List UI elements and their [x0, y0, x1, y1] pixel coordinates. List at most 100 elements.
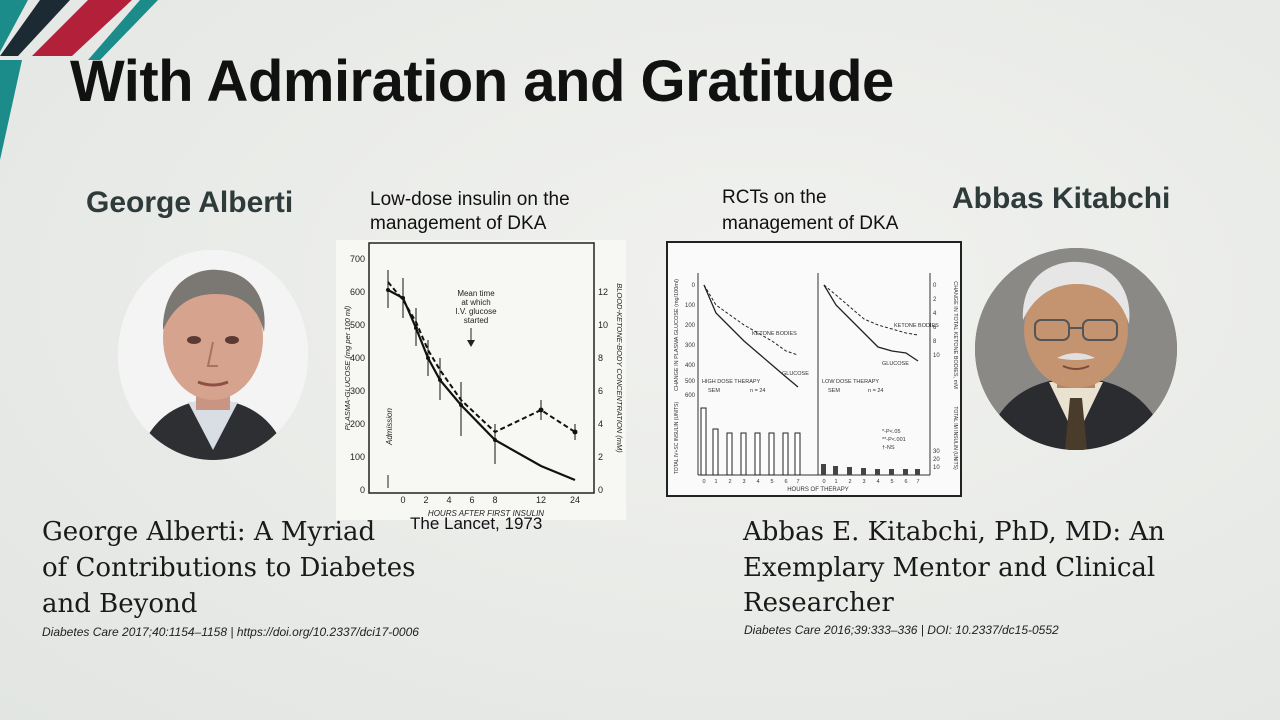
- rct-y-right-label: CHANGE IN TOTAL KETONE BODIES, mM: [952, 281, 958, 389]
- lc-yr-tick: 4: [598, 419, 603, 429]
- rct-x-tick: 1: [714, 479, 717, 485]
- rct-bar-tick: 30: [933, 449, 940, 455]
- lc-x-tick: 2: [423, 495, 428, 505]
- right-chart-caption-line1: RCTs on the: [722, 187, 827, 208]
- lc-yr-tick: 2: [598, 452, 603, 462]
- lc-yl-tick: 100: [350, 452, 365, 462]
- rct-x-tick: 3: [862, 479, 865, 485]
- right-pub-title-line3: Researcher: [743, 588, 894, 618]
- rct-ketone-label: KETONE BODIES: [752, 331, 797, 337]
- left-chart-caption-line2: management of DKA: [370, 213, 547, 234]
- rct-y-left-bottom-label: TOTAL IV+SC INSULIN (UNITS): [674, 402, 680, 475]
- left-pub-title-line1: George Alberti: A Myriad: [42, 517, 376, 547]
- lc-yl-tick: 700: [350, 254, 365, 264]
- lc-x-tick: 8: [492, 495, 497, 505]
- rct-n-label: n = 24: [868, 388, 883, 394]
- rct-x-tick: 6: [784, 479, 787, 485]
- rct-x-tick: 1: [834, 479, 837, 485]
- rct-yr-tick: 2: [933, 297, 937, 303]
- rct-yl-tick: 600: [685, 393, 696, 399]
- lc-yl-tick: 500: [350, 320, 365, 330]
- rct-yl-tick: 500: [685, 379, 696, 385]
- lc-x-tick: 6: [469, 495, 474, 505]
- rct-yr-tick: 8: [933, 339, 937, 345]
- rct-high-dose-label: HIGH DOSE THERAPY: [702, 379, 761, 385]
- rct-x-tick: 0: [822, 479, 825, 485]
- rct-legend: *-P<.05: [882, 429, 901, 435]
- right-pub-citation: Diabetes Care 2016;39:333–336 | DOI: 10.…: [744, 623, 1059, 637]
- rct-bar-tick: 10: [933, 465, 940, 471]
- right-person-name: Abbas Kitabchi: [952, 182, 1171, 215]
- lancet-chart: 700 600 500 400 300 200 100 0 12 10 8 6 …: [336, 240, 626, 520]
- rct-x-label: HOURS OF THERAPY: [787, 487, 849, 493]
- right-chart-caption-line2: management of DKA: [722, 213, 899, 234]
- lc-yl-tick: 0: [360, 485, 365, 495]
- rct-yl-tick: 200: [685, 323, 696, 329]
- rct-bar-tick: 20: [933, 457, 940, 463]
- rct-x-tick: 6: [904, 479, 907, 485]
- lc-admission-label: Admission: [385, 408, 394, 446]
- lc-x-tick: 24: [570, 495, 580, 505]
- george-alberti-photo: [118, 250, 308, 460]
- lc-yr-tick: 12: [598, 287, 608, 297]
- left-pub-citation: Diabetes Care 2017;40:1154–1158 | https:…: [42, 625, 419, 639]
- lc-x-tick: 12: [536, 495, 546, 505]
- rct-x-tick: 4: [756, 479, 759, 485]
- lc-y-right-label: BLOOD-KETONE-BODY CONCENTRATION (mM): [615, 283, 624, 453]
- rct-x-tick: 5: [770, 479, 773, 485]
- rct-yr-tick: 4: [933, 311, 937, 317]
- lc-annotation: at which: [461, 298, 490, 307]
- rct-yl-tick: 0: [692, 283, 696, 289]
- rct-y-right-bottom-label: TOTAL IM INSULIN (UNITS): [952, 406, 958, 470]
- rct-sem-label: SEM: [708, 388, 720, 394]
- rct-legend: **-P<.001: [882, 437, 906, 443]
- rct-x-tick: 2: [848, 479, 851, 485]
- rct-legend: †-NS: [882, 445, 895, 451]
- lc-yl-tick: 600: [350, 287, 365, 297]
- rct-x-tick: 5: [890, 479, 893, 485]
- rct-yr-tick: 0: [933, 283, 937, 289]
- rct-low-dose-label: LOW DOSE THERAPY: [822, 379, 879, 385]
- lc-annotation: I.V. glucose: [455, 307, 497, 316]
- lc-yr-tick: 6: [598, 386, 603, 396]
- lc-annotation: started: [464, 316, 488, 325]
- lc-yr-tick: 0: [598, 485, 603, 495]
- rct-yl-tick: 300: [685, 343, 696, 349]
- left-pub-title-line3: and Beyond: [42, 589, 198, 619]
- rct-ketone-label: KETONE BODIES: [894, 323, 939, 329]
- lc-yl-tick: 400: [350, 353, 365, 363]
- rct-glucose-label: GLUCOSE: [782, 371, 809, 377]
- lc-y-left-label: PLASMA-GLUCOSE (mg per 100 ml): [343, 305, 352, 430]
- lc-yl-tick: 200: [350, 419, 365, 429]
- lc-annotation: Mean time: [457, 289, 495, 298]
- corner-accent-graphic: [0, 0, 158, 160]
- rct-x-tick: 4: [876, 479, 879, 485]
- lc-x-tick: 4: [446, 495, 451, 505]
- rct-yr-tick: 10: [933, 353, 940, 359]
- left-chart-caption-line1: Low-dose insulin on the: [370, 189, 570, 210]
- lc-yr-tick: 8: [598, 353, 603, 363]
- left-pub-title-line2: of Contributions to Diabetes: [42, 553, 416, 583]
- rct-yl-tick: 400: [685, 363, 696, 369]
- rct-y-left-label: CHANGE IN PLASMA GLUCOSE (mg/100ml): [674, 279, 680, 391]
- abbas-kitabchi-photo: [975, 248, 1177, 450]
- rct-n-label: n = 24: [750, 388, 765, 394]
- rct-glucose-label: GLUCOSE: [882, 361, 909, 367]
- left-person-name: George Alberti: [86, 186, 294, 219]
- right-pub-title-line1: Abbas E. Kitabchi, PhD, MD: An: [743, 517, 1165, 547]
- rct-x-tick: 2: [728, 479, 731, 485]
- lc-yr-tick: 10: [598, 320, 608, 330]
- right-pub-title-line2: Exemplary Mentor and Clinical: [743, 553, 1156, 583]
- rct-chart: CHANGE IN PLASMA GLUCOSE (mg/100ml) CHAN…: [666, 241, 962, 497]
- rct-sem-label: SEM: [828, 388, 840, 394]
- slide-title: With Admiration and Gratitude: [70, 49, 894, 114]
- rct-x-tick: 3: [742, 479, 745, 485]
- rct-x-tick: 0: [702, 479, 705, 485]
- lc-x-tick: 0: [400, 495, 405, 505]
- lc-x-label: HOURS AFTER FIRST INSULIN: [428, 509, 544, 518]
- rct-x-tick: 7: [916, 479, 919, 485]
- rct-x-tick: 7: [796, 479, 799, 485]
- lc-yl-tick: 300: [350, 386, 365, 396]
- rct-yr-tick: 6: [933, 325, 937, 331]
- rct-yl-tick: 100: [685, 303, 696, 309]
